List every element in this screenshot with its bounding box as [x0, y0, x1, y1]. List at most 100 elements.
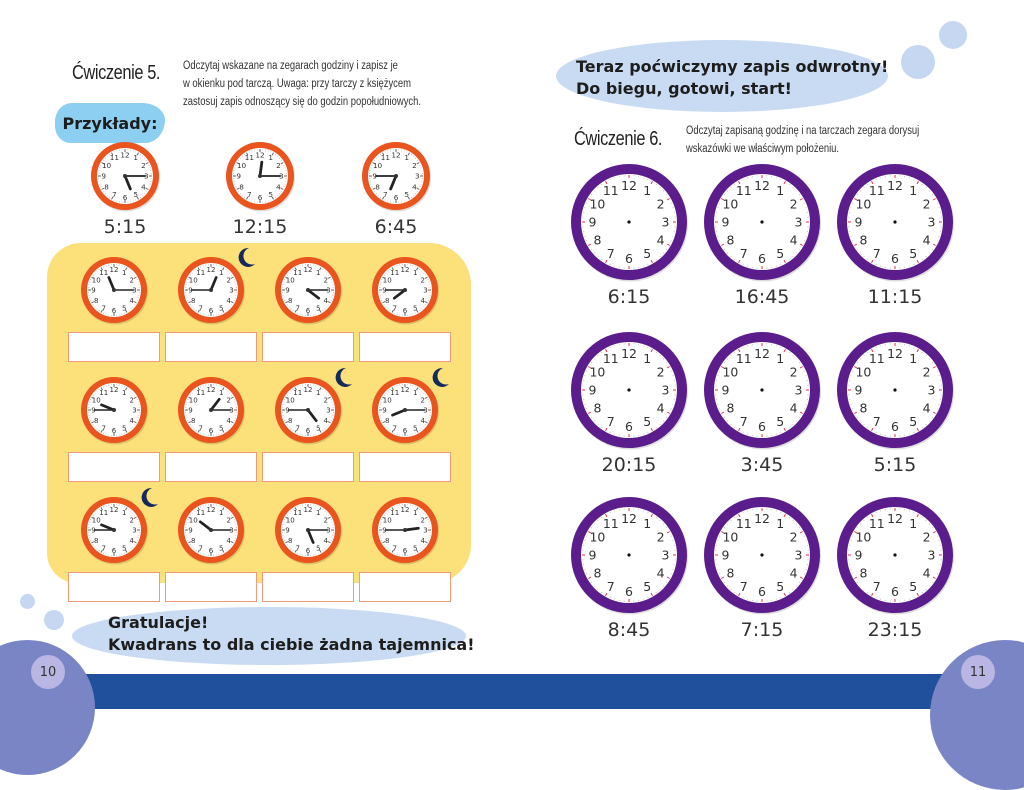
decor-dot	[44, 610, 64, 630]
svg-text:3: 3	[662, 547, 670, 562]
svg-text:8: 8	[726, 401, 734, 416]
svg-text:12: 12	[621, 346, 637, 361]
svg-text:9: 9	[91, 286, 95, 295]
svg-text:5: 5	[413, 303, 417, 312]
svg-text:2: 2	[227, 515, 231, 524]
svg-text:11: 11	[736, 183, 752, 198]
svg-text:5: 5	[909, 414, 917, 429]
svg-text:12: 12	[207, 265, 216, 274]
answer-input[interactable]	[68, 572, 160, 602]
svg-text:2: 2	[276, 161, 281, 170]
svg-text:6: 6	[403, 546, 408, 555]
answer-input[interactable]	[165, 572, 257, 602]
svg-text:5: 5	[122, 423, 126, 432]
svg-text:4: 4	[227, 416, 232, 425]
svg-text:8: 8	[94, 416, 98, 425]
svg-text:1: 1	[776, 351, 784, 366]
svg-text:6: 6	[625, 584, 633, 599]
svg-text:1: 1	[643, 351, 651, 366]
svg-text:12: 12	[120, 150, 129, 159]
svg-text:8: 8	[385, 296, 389, 305]
page-number-right: 11	[961, 655, 995, 689]
svg-text:4: 4	[227, 296, 232, 305]
svg-text:12: 12	[110, 385, 119, 394]
svg-text:11: 11	[196, 388, 205, 397]
svg-text:6: 6	[209, 426, 214, 435]
svg-text:9: 9	[285, 526, 289, 535]
answer-input[interactable]	[68, 332, 160, 362]
svg-text:8: 8	[726, 566, 734, 581]
answer-input[interactable]	[359, 332, 451, 362]
answer-input[interactable]	[359, 452, 451, 482]
answer-input[interactable]	[262, 452, 354, 482]
svg-text:3: 3	[132, 406, 136, 415]
svg-text:7: 7	[740, 246, 748, 261]
svg-text:10: 10	[855, 364, 871, 379]
svg-text:7: 7	[102, 303, 106, 312]
svg-text:1: 1	[776, 516, 784, 531]
svg-text:5: 5	[643, 579, 651, 594]
answer-input[interactable]	[165, 332, 257, 362]
svg-text:2: 2	[130, 515, 134, 524]
svg-text:6: 6	[112, 306, 117, 315]
svg-text:1: 1	[413, 268, 417, 277]
example-time-label: 5:15	[65, 216, 185, 238]
svg-text:4: 4	[923, 233, 931, 248]
svg-text:2: 2	[790, 196, 798, 211]
svg-text:4: 4	[923, 401, 931, 416]
svg-text:11: 11	[869, 351, 885, 366]
answer-input[interactable]	[262, 572, 354, 602]
svg-text:1: 1	[268, 153, 273, 162]
svg-text:1: 1	[219, 268, 223, 277]
svg-text:6: 6	[258, 193, 263, 202]
examples-tag: Przykłady:	[55, 103, 165, 143]
svg-text:7: 7	[873, 414, 881, 429]
answer-input[interactable]	[68, 452, 160, 482]
svg-text:8: 8	[375, 182, 380, 191]
svg-text:2: 2	[790, 364, 798, 379]
svg-text:2: 2	[657, 529, 665, 544]
svg-text:8: 8	[288, 536, 292, 545]
svg-text:4: 4	[657, 233, 665, 248]
svg-text:7: 7	[199, 303, 203, 312]
svg-text:8: 8	[859, 233, 867, 248]
answer-input[interactable]	[359, 572, 451, 602]
svg-text:8: 8	[859, 566, 867, 581]
svg-text:11: 11	[293, 508, 302, 517]
svg-text:12: 12	[401, 265, 410, 274]
svg-text:6: 6	[891, 584, 899, 599]
target-time-label: 7:15	[702, 619, 822, 641]
svg-text:12: 12	[207, 385, 216, 394]
svg-text:12: 12	[110, 265, 119, 274]
svg-text:12: 12	[887, 511, 903, 526]
svg-text:4: 4	[130, 416, 135, 425]
target-time-label: 5:15	[835, 454, 955, 476]
answer-input[interactable]	[262, 332, 354, 362]
svg-text:4: 4	[141, 182, 146, 191]
svg-text:9: 9	[722, 214, 730, 229]
target-time-label: 23:15	[835, 619, 955, 641]
answer-input[interactable]	[165, 452, 257, 482]
svg-text:10: 10	[855, 529, 871, 544]
instruction-line: zastosuj zapis odnoszący się do godzin p…	[183, 93, 421, 111]
svg-text:1: 1	[413, 508, 417, 517]
svg-text:2: 2	[657, 196, 665, 211]
svg-text:5: 5	[122, 303, 126, 312]
svg-text:12: 12	[255, 150, 264, 159]
svg-text:11: 11	[603, 351, 619, 366]
svg-text:1: 1	[219, 508, 223, 517]
svg-text:10: 10	[373, 161, 383, 170]
svg-text:3: 3	[326, 406, 330, 415]
